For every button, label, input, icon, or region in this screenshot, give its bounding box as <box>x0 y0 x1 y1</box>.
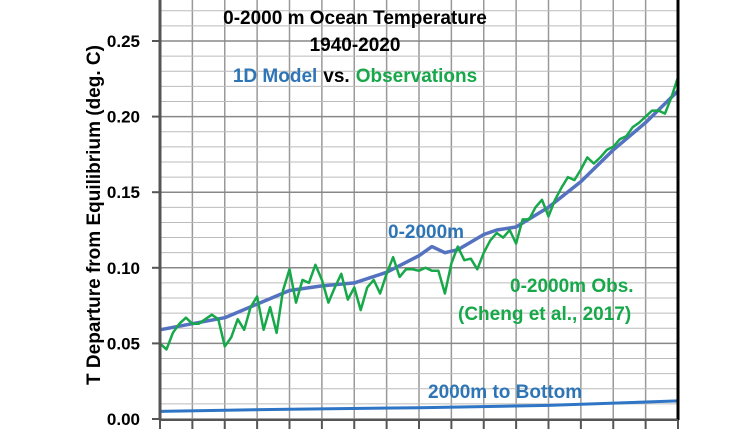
gridlines <box>159 0 679 429</box>
subtitle-model: 1D Model <box>233 66 317 87</box>
y-tick-label: 0.05 <box>107 334 140 353</box>
bottom-series-line <box>159 399 679 413</box>
y-axis-label: T Departure from Equilibrium (deg. C) <box>84 45 105 385</box>
bottom-series-label: 2000m to Bottom <box>428 382 582 403</box>
y-tick-label: 0.20 <box>107 108 140 127</box>
observations-series-line <box>159 76 680 351</box>
y-tick-label: 0.15 <box>107 183 140 202</box>
title-line-2: 1940-2020 <box>310 35 401 56</box>
y-tick-label: 0.25 <box>107 32 140 51</box>
y-tick-label: 0.10 <box>107 259 140 278</box>
subtitle: 1D Model vs. Observations <box>233 66 477 87</box>
subtitle-observations: Observations <box>356 66 477 87</box>
obs-source-label: (Cheng et al., 2017) <box>458 304 631 325</box>
series-lines <box>159 76 680 413</box>
model-series-line <box>159 89 680 332</box>
obs-series-label: 0-2000m Obs. <box>510 276 634 297</box>
title-line-1: 0-2000 m Ocean Temperature <box>223 8 487 29</box>
model-series-label: 0-2000m <box>388 222 464 243</box>
y-tick-label: 0.00 <box>107 410 140 429</box>
y-tick-labels: 0.00 0.05 0.10 0.15 0.20 0.25 <box>107 32 160 429</box>
subtitle-vs: vs. <box>323 66 349 87</box>
